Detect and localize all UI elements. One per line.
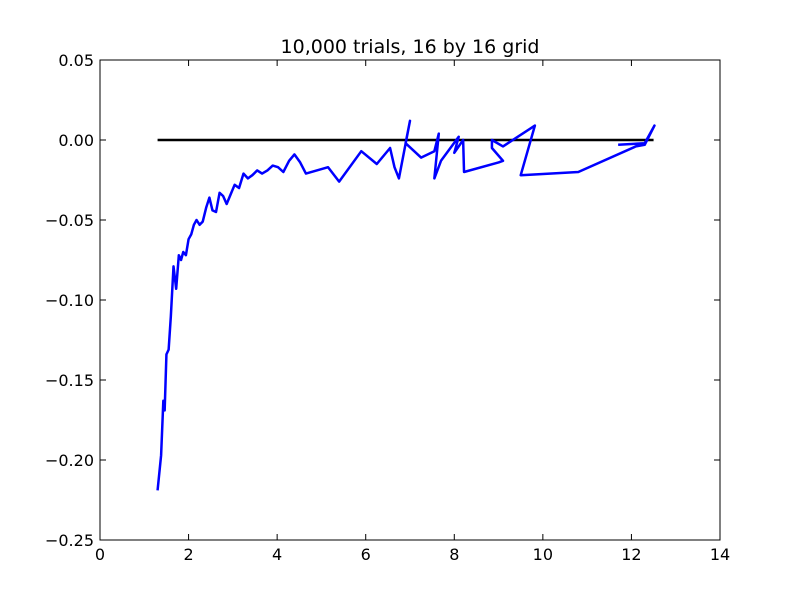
y-tick-label: −0.20: [45, 451, 94, 470]
y-tick-label: −0.15: [45, 371, 94, 390]
y-tick-label: 0.00: [58, 131, 94, 150]
chart-title: 10,000 trials, 16 by 16 grid: [281, 36, 540, 58]
y-tick-label: −0.05: [45, 211, 94, 230]
x-tick-label: 0: [95, 545, 105, 564]
x-tick-label: 14: [710, 545, 730, 564]
x-tick-label: 8: [449, 545, 459, 564]
x-tick-label: 6: [361, 545, 371, 564]
y-tick-label: −0.25: [45, 531, 94, 550]
y-tick-label: 0.05: [58, 51, 94, 70]
y-tick-label: −0.10: [45, 291, 94, 310]
x-tick-label: 2: [183, 545, 193, 564]
x-tick-label: 12: [621, 545, 641, 564]
x-tick-label: 10: [533, 545, 553, 564]
x-tick-label: 4: [272, 545, 282, 564]
